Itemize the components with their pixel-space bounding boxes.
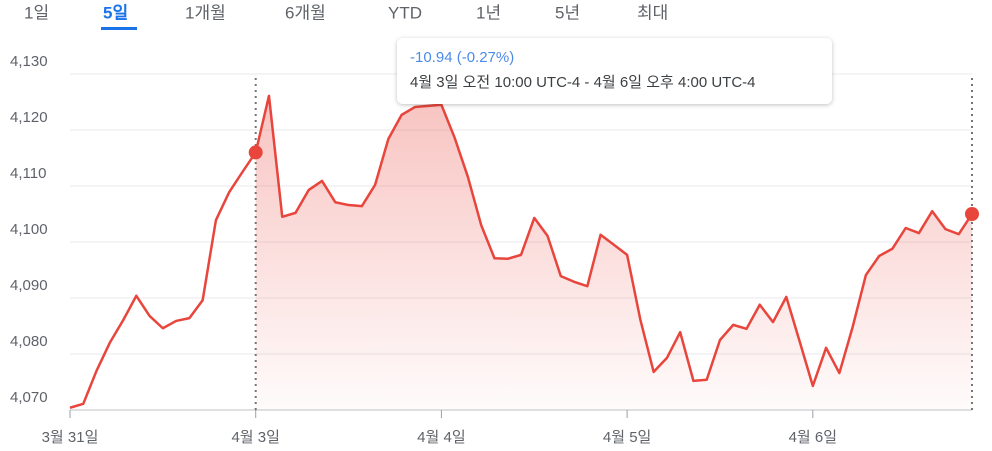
x-tick-label: 4월 3일 xyxy=(231,429,279,446)
plot-area: 4,070 4,080 4,090 4,100 4,110 4,120 4,130 3월 31… xyxy=(10,53,979,446)
tab-underline xyxy=(101,27,137,30)
x-tick-label: 4월 4일 xyxy=(417,429,465,446)
tooltip-change: -10.94 (-0.27%) xyxy=(410,49,514,66)
range-tabs: 1일 5일 1개월 6개월 YTD 1년 5년 최대 xyxy=(24,3,668,30)
range-tab[interactable]: 최대 xyxy=(637,3,668,22)
tooltip: -10.94 (-0.27%) 4월 3일 오전 10:00 UTC-4 - 4… xyxy=(397,38,832,104)
y-tick-label: 4,110 xyxy=(10,165,46,182)
x-tick-label: 3월 31일 xyxy=(42,429,99,446)
tooltip-range: 4월 3일 오전 10:00 UTC-4 - 4월 6일 오후 4:00 UTC… xyxy=(410,74,756,91)
tooltip-box xyxy=(397,38,832,104)
range-tab[interactable]: 5년 xyxy=(555,3,580,22)
y-tick-label: 4,100 xyxy=(10,221,48,238)
x-tick-label: 4월 6일 xyxy=(789,429,837,446)
range-tab[interactable]: 6개월 xyxy=(285,3,326,22)
y-tick-label: 4,070 xyxy=(10,389,48,406)
selection-point xyxy=(248,145,263,160)
range-tab[interactable]: 1개월 xyxy=(185,3,226,22)
y-tick-label: 4,130 xyxy=(10,53,48,70)
y-tick-label: 4,090 xyxy=(10,277,48,294)
y-tick-label: 4,080 xyxy=(10,333,48,350)
range-tab[interactable]: 5일 xyxy=(103,3,128,22)
selection-fill xyxy=(255,95,973,410)
range-tab[interactable]: 1일 xyxy=(24,3,49,22)
y-tick-label: 4,120 xyxy=(10,109,48,126)
range-tab[interactable]: YTD xyxy=(388,3,422,22)
price-line xyxy=(69,94,974,409)
selection-point xyxy=(965,207,979,221)
x-tick-label: 4월 5일 xyxy=(603,429,651,446)
range-tab[interactable]: 1년 xyxy=(476,3,501,22)
